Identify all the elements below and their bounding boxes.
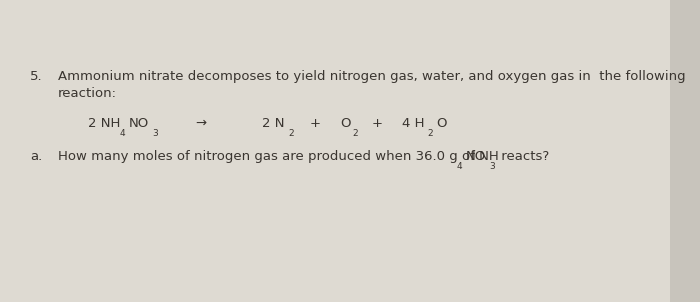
Text: reacts?: reacts? [497,150,550,163]
Text: NO: NO [129,117,149,130]
Text: 2 N: 2 N [262,117,284,130]
Text: Ammonium nitrate decomposes to yield nitrogen gas, water, and oxygen gas in  the: Ammonium nitrate decomposes to yield nit… [58,70,685,83]
Text: +: + [310,117,321,130]
Text: 2: 2 [427,129,433,138]
Text: NO: NO [466,150,486,163]
Text: 3: 3 [489,162,495,171]
Text: How many moles of nitrogen gas are produced when 36.0 g of NH: How many moles of nitrogen gas are produ… [58,150,498,163]
Text: +: + [372,117,383,130]
Text: O: O [436,117,447,130]
Text: 4: 4 [457,162,463,171]
Text: a.: a. [30,150,42,163]
FancyBboxPatch shape [0,0,670,302]
Text: 4: 4 [120,129,125,138]
Text: 2 NH: 2 NH [88,117,120,130]
Text: 2: 2 [352,129,358,138]
Text: 2: 2 [288,129,293,138]
Text: O: O [340,117,351,130]
Text: 5.: 5. [30,70,43,83]
Text: →: → [195,117,206,130]
Text: 4 H: 4 H [402,117,424,130]
Text: 3: 3 [152,129,158,138]
Text: reaction:: reaction: [58,87,117,100]
